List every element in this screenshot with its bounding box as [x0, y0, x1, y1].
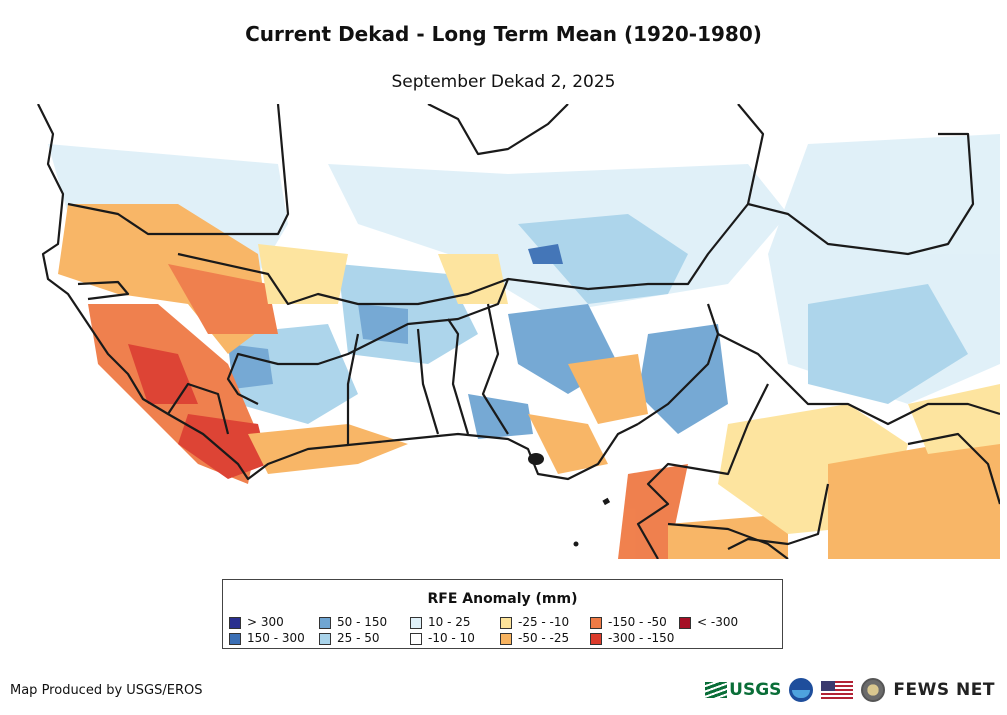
legend-swatch	[410, 632, 422, 645]
legend-label: 50 - 150	[337, 615, 388, 629]
legend-item: -10 - 10	[410, 631, 475, 645]
map-subtitle: September Dekad 2, 2025	[391, 72, 616, 92]
legend-swatch	[500, 632, 512, 645]
fews-net-logo: FEWS NET	[893, 680, 995, 700]
legend-swatch	[679, 616, 691, 629]
legend-title: RFE Anomaly (mm)	[427, 591, 578, 607]
rainfall-anomaly-map	[28, 104, 1000, 559]
legend-swatch	[590, 616, 602, 629]
legend-item: -50 - -25	[500, 631, 569, 645]
legend-label: < -300	[697, 615, 739, 629]
state-department-seal-icon	[861, 678, 886, 702]
legend-label: 10 - 25	[428, 615, 471, 629]
legend-label: -25 - -10	[518, 615, 570, 629]
legend-label: 150 - 300	[247, 631, 305, 645]
us-flag-icon	[821, 681, 854, 699]
islands	[528, 453, 611, 547]
legend-swatch	[500, 616, 512, 629]
legend-swatch	[319, 616, 331, 629]
legend-item: > 300	[229, 615, 284, 629]
legend-label: -10 - 10	[428, 631, 475, 645]
credit-text: Map Produced by USGS/EROS	[10, 683, 203, 698]
legend-item: -150 - -50	[590, 615, 667, 629]
usgs-logo: USGS	[705, 680, 781, 700]
legend-item: 150 - 300	[229, 631, 305, 645]
legend-swatch	[319, 632, 331, 645]
legend-label: -50 - -25	[518, 631, 570, 645]
legend-item: 50 - 150	[319, 615, 387, 629]
noaa-logo	[789, 678, 814, 702]
legend-item: < -300	[679, 615, 738, 629]
legend-label: 25 - 50	[337, 631, 380, 645]
usgs-stripes-icon	[705, 682, 728, 698]
legend-item: -300 - -150	[590, 631, 674, 645]
legend: RFE Anomaly (mm) > 300 150 - 300 50 - 150 2…	[222, 579, 783, 649]
legend-swatch	[590, 632, 602, 645]
logo-bar: USGS FEWS NET	[705, 676, 995, 704]
legend-label: -300 - -150	[608, 631, 675, 645]
legend-item: -25 - -10	[500, 615, 569, 629]
legend-swatch	[229, 616, 241, 629]
legend-item: 10 - 25	[410, 615, 471, 629]
legend-item: 25 - 50	[319, 631, 380, 645]
legend-label: -150 - -50	[608, 615, 667, 629]
legend-label: > 300	[247, 615, 284, 629]
anomaly-fields	[48, 134, 1000, 559]
legend-swatch	[410, 616, 422, 629]
map-title: Current Dekad - Long Term Mean (1920-198…	[245, 22, 762, 46]
usgs-logo-text: USGS	[729, 680, 782, 700]
legend-swatch	[229, 632, 241, 645]
